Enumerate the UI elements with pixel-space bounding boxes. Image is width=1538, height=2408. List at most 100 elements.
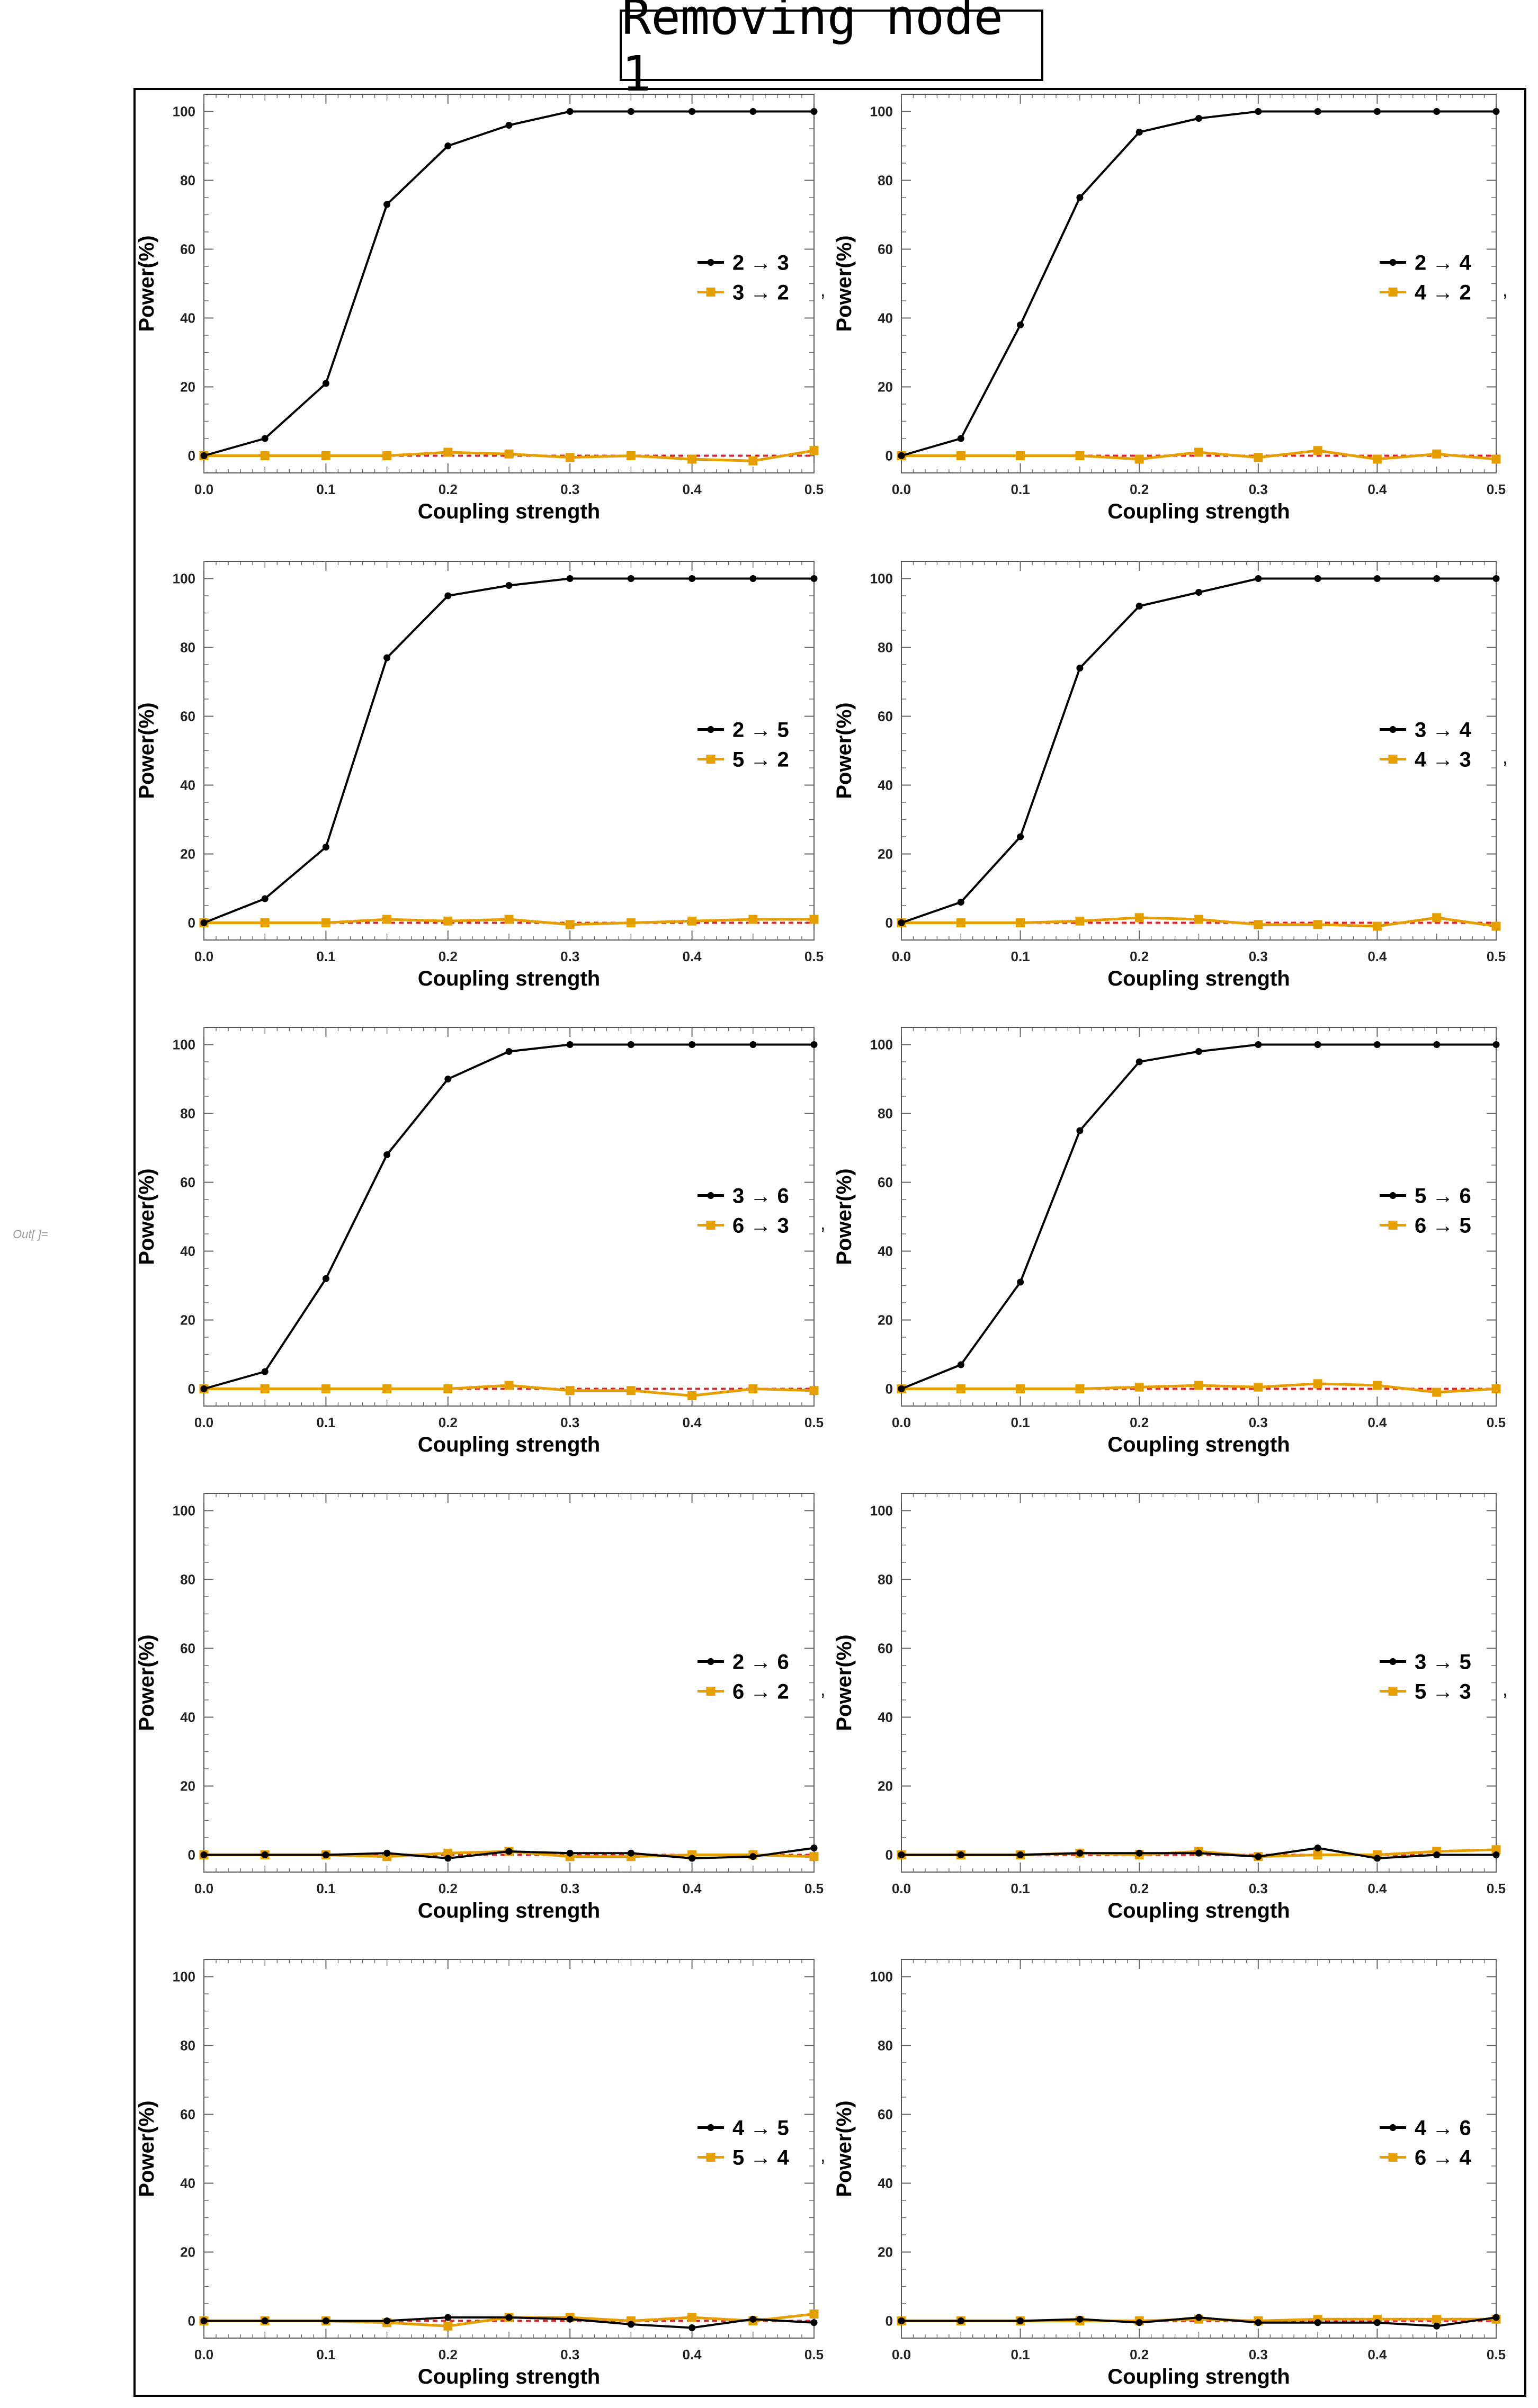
data-point [321, 1384, 330, 1393]
series-line-forward [203, 577, 814, 924]
series-line-forward [203, 1043, 814, 1390]
y-tick-label: 0 [886, 448, 893, 464]
output-frame [133, 88, 1526, 2397]
data-point [748, 456, 758, 466]
data-point [1373, 1855, 1381, 1862]
x-axis-label: Coupling strength [418, 1433, 600, 1456]
plot-frame [901, 1493, 1497, 1873]
x-tick-label: 0.0 [194, 481, 213, 497]
y-tick-label: 80 [180, 1572, 195, 1588]
data-point [809, 1852, 819, 1861]
y-tick-label: 80 [180, 640, 195, 656]
data-point [687, 916, 697, 926]
chart-panel-10: 0.0 0.1 0.2 0.3 0.4 0.5 0 20 40 60 80 100 Coupling s… [833, 1959, 1506, 2388]
data-point [1313, 1850, 1322, 1859]
x-tick-label: 0.2 [1130, 481, 1149, 497]
data-point [1255, 1041, 1262, 1048]
data-point [810, 1845, 818, 1851]
data-point [898, 1851, 905, 1858]
x-tick-label: 0.4 [1367, 481, 1387, 497]
data-point [1016, 918, 1025, 927]
legend-swatch-marker [1388, 288, 1398, 297]
y-axis-label: Power(%) [135, 2100, 158, 2197]
data-point [444, 142, 452, 149]
x-tick-label: 0.4 [1367, 948, 1387, 964]
y-tick-label: 60 [878, 2107, 893, 2123]
x-tick-label: 0.3 [1249, 1881, 1268, 1896]
data-point [383, 1151, 391, 1158]
data-point [1135, 603, 1143, 610]
data-point [1017, 833, 1024, 840]
x-tick-label: 0.1 [1011, 948, 1030, 964]
data-point [1016, 451, 1025, 460]
data-point [687, 2313, 697, 2322]
data-point [383, 201, 391, 208]
x-tick-label: 0.0 [194, 948, 213, 964]
data-point [383, 2317, 391, 2324]
legend-entry: 5 → 4 [732, 2146, 789, 2170]
data-point [626, 918, 636, 927]
y-tick-label: 100 [870, 1037, 893, 1053]
data-point [200, 2317, 208, 2324]
x-axis-label: Coupling strength [1107, 967, 1290, 990]
y-tick-label: 100 [173, 1969, 195, 1985]
x-tick-label: 0.0 [892, 948, 911, 964]
x-tick-label: 0.3 [1249, 1415, 1268, 1430]
data-point [565, 920, 575, 929]
data-point [261, 2317, 269, 2324]
x-tick-label: 0.3 [560, 1881, 579, 1896]
y-tick-label: 40 [180, 777, 195, 793]
data-point [1432, 1387, 1442, 1397]
x-tick-label: 0.0 [194, 1415, 213, 1430]
data-point [1017, 1278, 1024, 1286]
data-point [809, 915, 819, 924]
x-tick-label: 0.5 [804, 481, 824, 497]
y-tick-label: 80 [180, 173, 195, 189]
data-point [1255, 2319, 1262, 2326]
y-tick-label: 20 [878, 2244, 893, 2260]
x-tick-label: 0.1 [1011, 1415, 1030, 1430]
data-point [688, 1855, 696, 1862]
data-point [687, 1391, 697, 1400]
y-tick-label: 40 [878, 1709, 893, 1725]
data-point [322, 380, 329, 387]
data-point [565, 1386, 575, 1395]
y-tick-label: 80 [180, 2038, 195, 2054]
y-tick-label: 40 [180, 2176, 195, 2191]
legend-entry: 2 → 4 [1415, 252, 1471, 275]
data-point [322, 844, 329, 851]
x-tick-label: 0.0 [892, 2347, 911, 2362]
data-point [260, 451, 270, 460]
data-point [1492, 575, 1500, 582]
data-point [1076, 1127, 1084, 1134]
y-tick-label: 60 [878, 709, 893, 724]
legend-swatch-marker [707, 259, 714, 266]
data-point [748, 915, 758, 924]
data-point [566, 1041, 574, 1048]
data-point [1254, 453, 1263, 462]
list-separator: , [820, 281, 825, 301]
y-tick-label: 0 [188, 2313, 195, 2329]
data-point [200, 452, 208, 459]
data-point [1076, 1849, 1084, 1857]
x-tick-label: 0.2 [439, 1881, 458, 1896]
data-point [444, 592, 452, 599]
data-point [1017, 321, 1024, 328]
x-tick-label: 0.0 [892, 481, 911, 497]
x-tick-label: 0.3 [560, 948, 579, 964]
plot-frame [901, 561, 1497, 941]
x-axis-label: Coupling strength [418, 1899, 600, 1922]
data-point [957, 1851, 964, 1858]
data-point [1433, 1851, 1441, 1858]
legend-swatch-marker [706, 1221, 716, 1230]
data-point [898, 919, 905, 926]
legend-swatch-marker [1388, 2153, 1398, 2162]
data-point [1492, 2314, 1500, 2321]
x-tick-label: 0.5 [804, 2347, 824, 2362]
data-point [687, 454, 697, 464]
data-point [443, 447, 453, 457]
legend-entry: 2 → 3 [732, 252, 789, 275]
data-point [1195, 1048, 1202, 1055]
data-point [444, 2314, 452, 2321]
y-tick-label: 100 [173, 1503, 195, 1519]
